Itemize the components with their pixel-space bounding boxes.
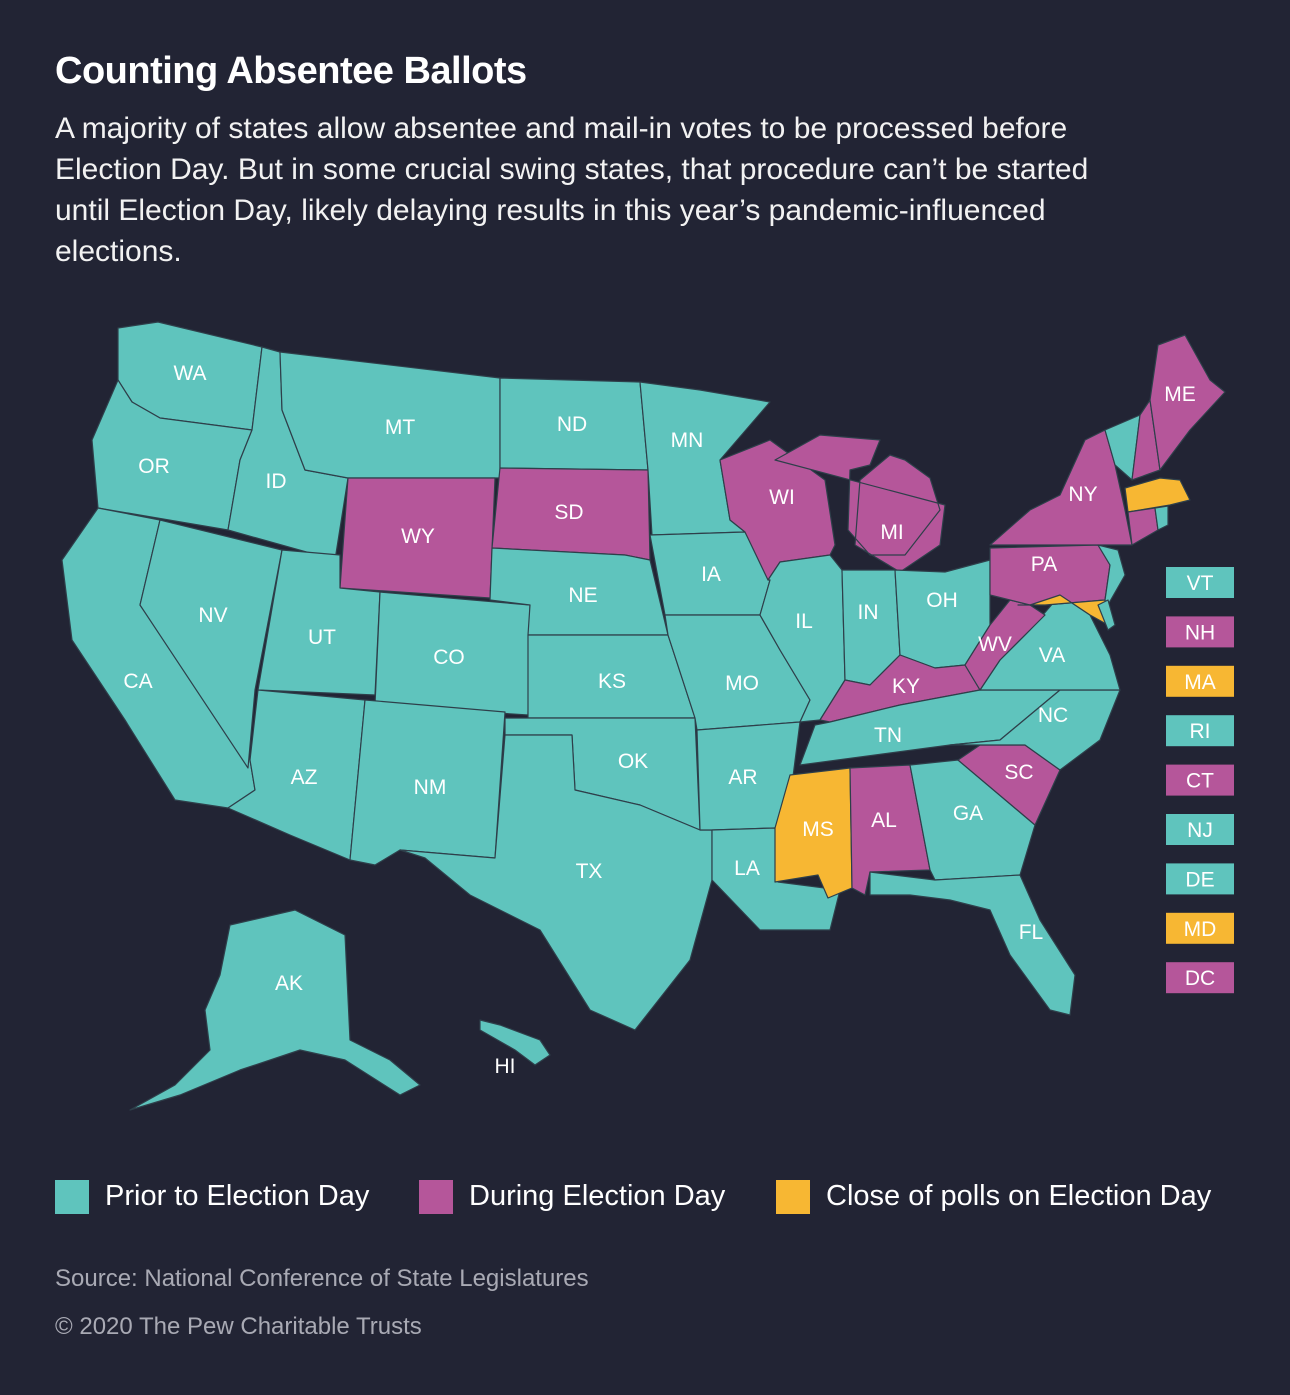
states-layer <box>61 321 1226 1111</box>
state-IL[interactable] <box>759 554 846 723</box>
state-CT[interactable] <box>1127 507 1159 546</box>
small-state-label-NH: NH <box>1185 621 1215 644</box>
small-state-boxes: VT NH MA RI CT NJ DE MD DC <box>1166 567 1234 994</box>
state-label-MS: MS <box>802 818 834 841</box>
small-state-label-NJ: NJ <box>1187 819 1213 842</box>
state-WV[interactable] <box>964 599 1046 691</box>
small-state-label-RI: RI <box>1190 720 1211 743</box>
state-label-AL: AL <box>871 809 897 832</box>
state-label-TX: TX <box>576 860 603 883</box>
state-label-SC: SC <box>1004 761 1033 784</box>
state-label-FL: FL <box>1019 921 1044 944</box>
state-label-UT: UT <box>308 626 336 649</box>
state-FL[interactable] <box>869 871 1076 1016</box>
state-label-MT: MT <box>385 416 415 439</box>
legend-swatch-during <box>419 1180 453 1214</box>
state-label-ID: ID <box>266 470 287 493</box>
legend-swatch-close <box>776 1180 810 1214</box>
state-AK[interactable] <box>129 909 421 1111</box>
state-label-NM: NM <box>414 776 447 799</box>
state-label-IL: IL <box>795 610 813 633</box>
small-state-box-MD[interactable] <box>1166 912 1234 944</box>
legend-label-prior: Prior to Election Day <box>105 1180 370 1212</box>
state-label-WI: WI <box>769 486 795 509</box>
state-MI[interactable] <box>774 434 946 573</box>
state-label-OR: OR <box>138 455 170 478</box>
legend-label-close: Close of polls on Election Day <box>826 1180 1212 1212</box>
state-labels: WA OR CA NV ID MT WY UT AZ CO NM ND SD NE KS OK TX MN IA MO… <box>123 362 1195 1078</box>
small-state-box-NJ[interactable] <box>1166 814 1234 845</box>
small-state-box-CT[interactable] <box>1166 764 1234 796</box>
state-MD[interactable] <box>1017 594 1109 626</box>
state-label-CO: CO <box>433 646 465 669</box>
state-label-MI: MI <box>880 521 903 544</box>
legend-label-during: During Election Day <box>469 1180 726 1212</box>
state-label-WY: WY <box>401 525 435 548</box>
state-label-NE: NE <box>568 584 597 607</box>
small-state-label-MD: MD <box>1184 918 1217 941</box>
small-state-box-DC[interactable] <box>1166 962 1234 994</box>
legend-swatch-prior <box>55 1180 89 1214</box>
small-state-label-VT: VT <box>1187 572 1214 595</box>
chart-title: Counting Absentee Ballots <box>55 50 527 92</box>
state-RI[interactable] <box>1154 505 1169 531</box>
small-state-box-MA[interactable] <box>1166 665 1234 697</box>
state-label-NC: NC <box>1038 704 1068 727</box>
small-state-label-DE: DE <box>1185 868 1214 891</box>
state-DE[interactable] <box>1097 599 1116 631</box>
state-label-ND: ND <box>557 413 587 436</box>
state-label-KY: KY <box>892 675 920 698</box>
state-label-ME: ME <box>1164 383 1196 406</box>
state-label-IN: IN <box>858 601 879 624</box>
state-label-WV: WV <box>978 633 1012 656</box>
small-state-box-DE[interactable] <box>1166 863 1234 895</box>
state-label-KS: KS <box>598 670 626 693</box>
small-state-box-VT[interactable] <box>1166 567 1234 598</box>
source-note: Source: National Conference of State Leg… <box>55 1265 589 1292</box>
small-state-label-MA: MA <box>1184 671 1216 694</box>
state-label-VA: VA <box>1039 644 1065 667</box>
state-label-AR: AR <box>728 766 757 789</box>
state-ME[interactable] <box>1149 334 1226 471</box>
state-TX[interactable] <box>399 734 713 1031</box>
state-label-NV: NV <box>198 604 227 627</box>
state-NC[interactable] <box>949 689 1121 771</box>
small-state-box-NH[interactable] <box>1166 616 1234 648</box>
state-label-MO: MO <box>725 672 759 695</box>
state-label-OK: OK <box>618 750 648 773</box>
small-state-label-DC: DC <box>1185 967 1215 990</box>
state-MT[interactable] <box>279 351 501 479</box>
chart-subtitle: A majority of states allow absentee and … <box>55 112 1089 268</box>
state-label-LA: LA <box>734 857 760 880</box>
state-label-PA: PA <box>1031 553 1057 576</box>
state-label-CA: CA <box>123 670 152 693</box>
copyright-note: © 2020 The Pew Charitable Trusts <box>55 1313 422 1340</box>
small-state-box-RI[interactable] <box>1166 715 1234 747</box>
state-label-SD: SD <box>554 501 583 524</box>
state-label-TN: TN <box>874 724 902 747</box>
small-state-label-CT: CT <box>1186 770 1214 793</box>
state-label-GA: GA <box>953 802 983 825</box>
state-label-NY: NY <box>1068 483 1097 506</box>
state-HI[interactable] <box>479 1019 551 1066</box>
state-label-WA: WA <box>173 362 206 385</box>
state-label-AZ: AZ <box>291 766 318 789</box>
state-label-HI: HI <box>495 1055 516 1078</box>
state-label-OH: OH <box>926 589 958 612</box>
state-label-IA: IA <box>701 563 721 586</box>
state-label-MN: MN <box>671 429 704 452</box>
state-label-AK: AK <box>275 972 303 995</box>
state-MA[interactable] <box>1124 477 1191 513</box>
state-NV[interactable] <box>139 519 283 769</box>
